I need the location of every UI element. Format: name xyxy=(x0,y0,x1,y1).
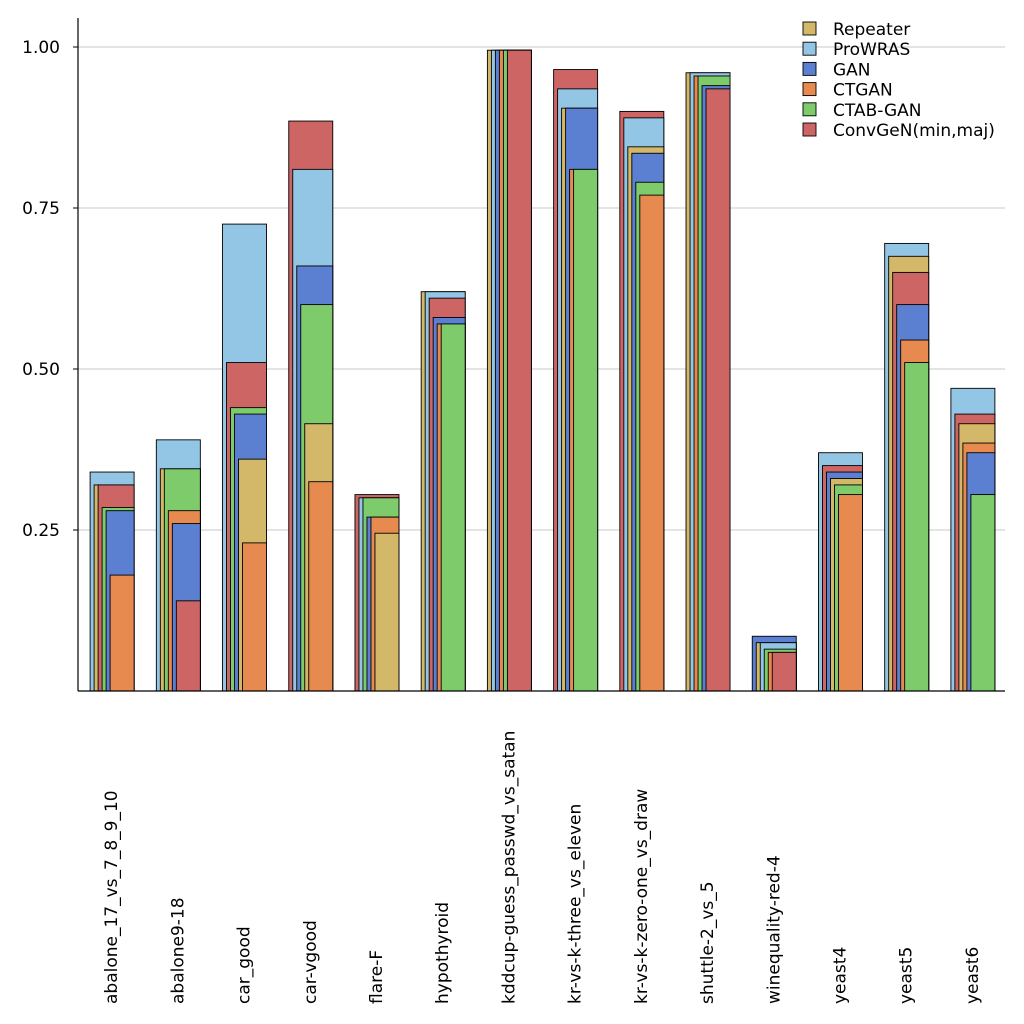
legend-swatch-gan xyxy=(802,61,817,76)
bar-group-kr-vs-k-three-vs-eleven xyxy=(553,69,599,692)
x-tick-label: kr-vs-k-three_vs_eleven xyxy=(566,804,586,1004)
bar-ctgan-car-vgood xyxy=(308,481,334,692)
legend: RepeaterProWRASGANCTGANCTAB-GANConvGeN(m… xyxy=(802,20,995,141)
x-tick-label: car_good xyxy=(235,926,255,1004)
bar-group-shuttle-2-vs-5 xyxy=(685,72,731,692)
x-tick-labels: abalone_17_vs_7_8_9_10 abalone9-18 car_goo… xyxy=(102,731,983,1004)
legend-swatch-repeater xyxy=(802,21,817,36)
bar-ctgan-yeast4 xyxy=(838,494,863,692)
x-tick-label: shuttle-2_vs_5 xyxy=(698,881,718,1004)
bar-group-flare-f xyxy=(354,494,400,692)
bar-convgen-min-maj-shuttle-2-vs-5 xyxy=(705,88,731,692)
bar-ctgan-kr-vs-k-zero-one-vs-draw xyxy=(639,194,665,692)
bar-group-car-good xyxy=(222,223,267,692)
x-tick-label: abalone9-18 xyxy=(168,897,188,1004)
bar-convgen-min-maj-winequality-red-4 xyxy=(771,651,797,692)
x-tick-label: winequality-red-4 xyxy=(764,855,784,1004)
x-tick-label: yeast5 xyxy=(897,947,917,1004)
bar-group-hypothyroid xyxy=(420,291,466,692)
bars xyxy=(89,49,996,692)
legend-label-prowras: ProWRAS xyxy=(833,40,910,60)
legend-swatch-convgen-min-maj xyxy=(802,122,817,137)
bar-group-yeast4 xyxy=(818,452,863,692)
y-tick-labels: 0.25 0.50 0.75 1.00 xyxy=(22,38,78,541)
y-tick-label: 0.50 xyxy=(22,360,60,380)
bar-ctab-gan-yeast5 xyxy=(904,362,930,692)
bar-group-abalone-17-vs-7-8-9-10 xyxy=(89,471,135,692)
x-tick-label: car-vgood xyxy=(301,920,321,1004)
bar-group-kddcup-guess-passwd-vs-satan xyxy=(486,49,532,692)
bar-group-car-vgood xyxy=(288,120,334,692)
bar-ctab-gan-kr-vs-k-three-vs-eleven xyxy=(573,168,599,692)
x-tick-label: kddcup-guess_passwd_vs_satan xyxy=(499,731,519,1004)
legend-swatch-ctgan xyxy=(802,82,817,97)
legend-label-repeater: Repeater xyxy=(833,20,910,40)
legend-label-gan: GAN xyxy=(833,60,871,80)
x-tick-label: yeast4 xyxy=(830,947,850,1004)
bar-ctgan-abalone-17-vs-7-8-9-10 xyxy=(109,574,135,692)
bar-repeater-flare-f xyxy=(374,532,400,692)
bar-group-yeast6 xyxy=(950,387,996,692)
x-tick-label: abalone_17_vs_7_8_9_10 xyxy=(102,790,122,1004)
bar-convgen-min-maj-kddcup-guess-passwd-vs-satan xyxy=(506,49,532,692)
bar-group-abalone9-18 xyxy=(155,439,201,692)
legend-swatch-prowras xyxy=(802,41,817,56)
x-tick-label: kr-vs-k-zero-one_vs_draw xyxy=(632,789,652,1004)
bar-ctgan-car-good xyxy=(242,542,267,692)
axes xyxy=(77,18,1005,692)
y-tick-label: 0.25 xyxy=(22,521,60,541)
y-tick-label: 0.75 xyxy=(22,199,60,219)
bar-group-winequality-red-4 xyxy=(751,635,797,692)
x-tick-label: yeast6 xyxy=(963,947,983,1004)
bar-ctab-gan-yeast6 xyxy=(970,494,996,692)
legend-label-ctgan: CTGAN xyxy=(833,81,893,101)
legend-label-ctab-gan: CTAB-GAN xyxy=(833,101,922,121)
legend-label-convgen-min-maj: ConvGeN(min,maj) xyxy=(833,121,995,141)
bar-convgen-min-maj-abalone9-18 xyxy=(175,600,201,692)
x-tick-label: flare-F xyxy=(367,950,387,1004)
legend-swatch-ctab-gan xyxy=(802,102,817,117)
bar-group-yeast5 xyxy=(884,242,930,692)
bar-ctab-gan-hypothyroid xyxy=(440,323,466,692)
bar-group-kr-vs-k-zero-one-vs-draw xyxy=(619,110,665,692)
x-tick-label: hypothyroid xyxy=(433,902,453,1004)
y-tick-label: 1.00 xyxy=(22,38,60,58)
